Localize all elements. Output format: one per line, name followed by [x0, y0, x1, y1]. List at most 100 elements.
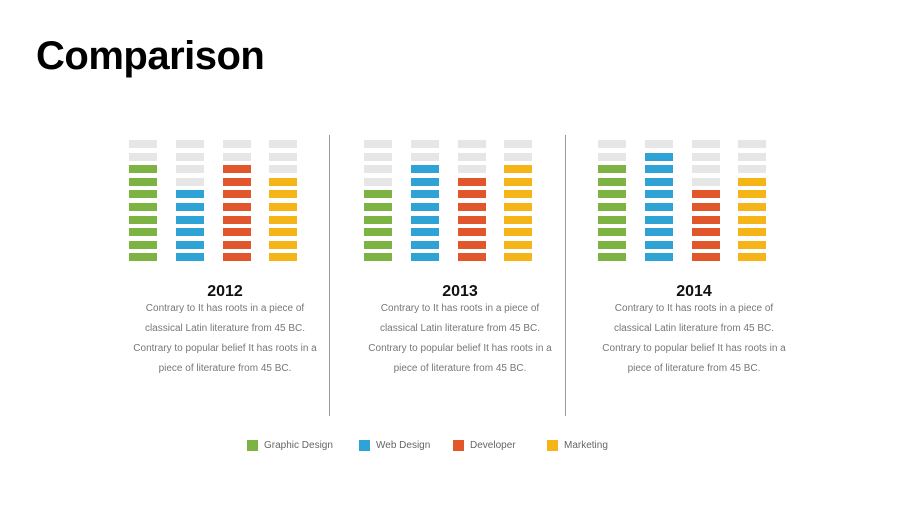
- description-line: classical Latin literature from 45 BC.: [613, 323, 775, 334]
- bar-segment-empty: [364, 140, 392, 148]
- bar-segment-web-design: [645, 152, 673, 161]
- bar-segment-marketing: [738, 190, 766, 199]
- bar-segment-graphic-design: [364, 203, 392, 211]
- bar-segment-marketing: [738, 240, 766, 249]
- bar-segment-developer: [458, 240, 486, 249]
- panel-description: Contrary to It has roots in a piece of c…: [584, 299, 804, 379]
- bar-segment-graphic-design: [129, 215, 157, 224]
- description-line: Contrary to popular belief It has roots …: [602, 343, 786, 354]
- bar-segment-graphic-design: [598, 253, 626, 262]
- bar-segment-marketing: [504, 215, 532, 224]
- bar-segment-marketing: [269, 190, 297, 199]
- bar-segment-developer: [223, 203, 251, 211]
- bar-segment-empty: [738, 140, 766, 148]
- bar-segment-developer: [692, 190, 720, 199]
- bar-segment-empty: [269, 152, 297, 161]
- bar-segment-graphic-design: [598, 203, 626, 211]
- legend-label: Web Design: [376, 440, 431, 451]
- bar-segment-graphic-design: [129, 165, 157, 174]
- bar-segment-web-design: [176, 190, 204, 199]
- bar-segment-web-design: [411, 190, 439, 199]
- bar-segment-marketing: [269, 228, 297, 237]
- legend-swatch: [547, 440, 558, 451]
- bar-segment-graphic-design: [129, 203, 157, 211]
- bar-segment-developer: [692, 253, 720, 262]
- bar-segment-empty: [598, 152, 626, 161]
- bar-segment-empty: [129, 152, 157, 161]
- bar-segment-web-design: [645, 215, 673, 224]
- bar-segment-graphic-design: [598, 165, 626, 174]
- bar-segment-empty: [738, 165, 766, 174]
- bar-segment-empty: [269, 165, 297, 174]
- bar-segment-graphic-design: [129, 177, 157, 186]
- bar-segment-empty: [692, 177, 720, 186]
- bar-segment-marketing: [738, 228, 766, 237]
- description-line: piece of literature from 45 BC.: [158, 363, 292, 374]
- bar-segment-marketing: [504, 165, 532, 174]
- bar-chart-2013: [350, 140, 570, 264]
- legend-swatch: [247, 440, 258, 451]
- bar-segment-empty: [176, 165, 204, 174]
- bar-chart-2014: [584, 140, 804, 264]
- bar-segment-marketing: [504, 228, 532, 237]
- description-line: Contrary to It has roots in a piece of: [145, 303, 305, 314]
- bar-segment-marketing: [504, 253, 532, 262]
- bar-segment-marketing: [504, 177, 532, 186]
- bar-segment-empty: [504, 152, 532, 161]
- bar-segment-empty: [269, 140, 297, 148]
- bar-segment-web-design: [645, 203, 673, 211]
- bar-segment-developer: [692, 203, 720, 211]
- bar-segment-empty: [364, 152, 392, 161]
- bar-segment-empty: [645, 140, 673, 148]
- bar-segment-graphic-design: [129, 190, 157, 199]
- bar-segment-developer: [692, 228, 720, 237]
- bar-segment-web-design: [645, 177, 673, 186]
- bar-segment-empty: [223, 152, 251, 161]
- bar-segment-developer: [223, 240, 251, 249]
- bar-segment-web-design: [645, 253, 673, 262]
- divider: [329, 135, 330, 416]
- legend-label: Graphic Design: [264, 440, 333, 451]
- legend-label: Marketing: [564, 440, 608, 451]
- bar-segment-empty: [692, 152, 720, 161]
- bar-segment-empty: [458, 152, 486, 161]
- bar-segment-graphic-design: [598, 177, 626, 186]
- bar-segment-empty: [364, 165, 392, 174]
- bar-segment-empty: [504, 140, 532, 148]
- bar-segment-web-design: [411, 228, 439, 237]
- description-line: Contrary to It has roots in a piece of: [380, 303, 540, 314]
- description-line: classical Latin literature from 45 BC.: [144, 323, 306, 334]
- legend-item-marketing: Marketing: [547, 440, 608, 451]
- bar-segment-graphic-design: [598, 190, 626, 199]
- bar-segment-empty: [411, 152, 439, 161]
- bar-segment-graphic-design: [364, 240, 392, 249]
- description-line: Contrary to It has roots in a piece of: [614, 303, 774, 314]
- bar-segment-graphic-design: [129, 228, 157, 237]
- bar-segment-empty: [458, 165, 486, 174]
- legend: Graphic Design Web Design Developer Mark…: [0, 440, 900, 454]
- bar-segment-web-design: [176, 228, 204, 237]
- bar-segment-web-design: [411, 165, 439, 174]
- description-line: piece of literature from 45 BC.: [627, 363, 761, 374]
- bar-segment-web-design: [411, 177, 439, 186]
- bar-segment-web-design: [411, 203, 439, 211]
- bar-segment-empty: [692, 165, 720, 174]
- description-line: classical Latin literature from 45 BC.: [379, 323, 541, 334]
- bar-segment-developer: [458, 190, 486, 199]
- bar-segment-marketing: [738, 177, 766, 186]
- bar-segment-marketing: [269, 177, 297, 186]
- bar-segment-web-design: [176, 203, 204, 211]
- bar-segment-empty: [598, 140, 626, 148]
- bar-segment-developer: [458, 253, 486, 262]
- panel-year: 2014: [676, 283, 712, 300]
- bar-segment-developer: [223, 215, 251, 224]
- bar-segment-developer: [223, 228, 251, 237]
- chart-panel-2012: 2012 Contrary to It has roots in a piece…: [115, 140, 335, 374]
- description-line: piece of literature from 45 BC.: [393, 363, 527, 374]
- bar-segment-developer: [458, 215, 486, 224]
- bar-segment-web-design: [176, 253, 204, 262]
- bar-segment-empty: [223, 140, 251, 148]
- bar-segment-graphic-design: [364, 253, 392, 262]
- legend-item-web-design: Web Design: [359, 440, 430, 451]
- bar-segment-graphic-design: [364, 190, 392, 199]
